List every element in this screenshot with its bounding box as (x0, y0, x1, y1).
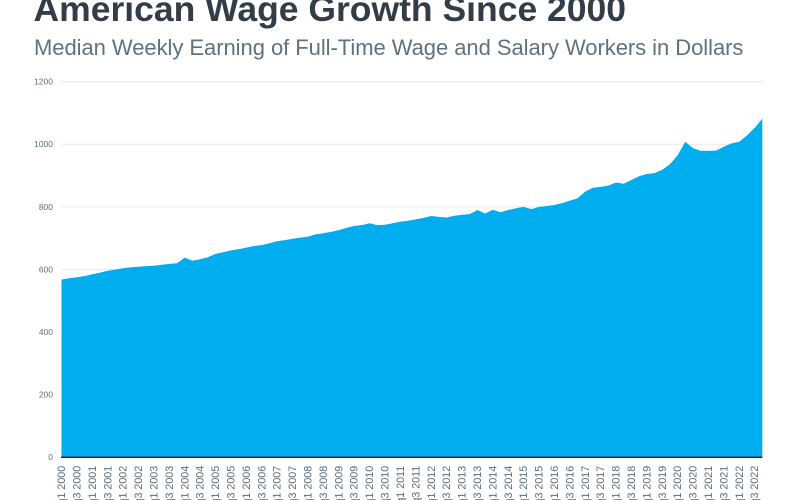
svg-text:q1 2013: q1 2013 (457, 466, 469, 500)
svg-text:q3 2019: q3 2019 (657, 466, 669, 500)
svg-text:q3 2001: q3 2001 (102, 466, 114, 500)
svg-text:1000: 1000 (34, 139, 53, 149)
svg-text:q3 2000: q3 2000 (72, 466, 84, 500)
svg-text:q3 2022: q3 2022 (749, 466, 761, 500)
svg-text:q3 2002: q3 2002 (133, 466, 145, 500)
svg-text:q3 2013: q3 2013 (472, 466, 484, 500)
svg-text:q3 2003: q3 2003 (164, 466, 176, 500)
svg-text:q3 2021: q3 2021 (718, 466, 730, 500)
svg-text:q1 2021: q1 2021 (703, 466, 715, 500)
svg-text:q1 2008: q1 2008 (303, 466, 315, 500)
svg-text:q1 2019: q1 2019 (641, 466, 653, 500)
svg-text:200: 200 (39, 390, 53, 400)
svg-text:q1 2001: q1 2001 (87, 466, 99, 500)
svg-text:q3 2018: q3 2018 (626, 466, 638, 500)
svg-text:q3 2012: q3 2012 (441, 466, 453, 500)
svg-text:q3 2017: q3 2017 (595, 466, 607, 500)
svg-text:q3 2011: q3 2011 (410, 466, 422, 500)
svg-text:q3 2014: q3 2014 (503, 466, 515, 500)
svg-text:q1 2005: q1 2005 (210, 466, 222, 500)
svg-text:q3 2009: q3 2009 (349, 466, 361, 500)
svg-text:800: 800 (39, 202, 53, 212)
svg-text:q3 2004: q3 2004 (195, 466, 207, 500)
svg-text:q1 2000: q1 2000 (56, 466, 68, 500)
svg-text:q1 2002: q1 2002 (118, 466, 130, 500)
svg-text:q1 2015: q1 2015 (518, 466, 530, 500)
svg-text:q1 2010: q1 2010 (364, 466, 376, 500)
svg-text:q1 2020: q1 2020 (672, 466, 684, 500)
svg-text:q3 2015: q3 2015 (534, 466, 546, 500)
svg-text:q1 2018: q1 2018 (611, 466, 623, 500)
svg-text:q1 2004: q1 2004 (179, 466, 191, 500)
svg-text:q1 2017: q1 2017 (580, 466, 592, 500)
svg-text:0: 0 (48, 452, 53, 462)
svg-text:q1 2011: q1 2011 (395, 466, 407, 500)
svg-text:400: 400 (39, 327, 53, 337)
svg-text:q3 2016: q3 2016 (564, 466, 576, 500)
svg-text:q1 2003: q1 2003 (149, 466, 161, 500)
svg-text:q3 2005: q3 2005 (226, 466, 238, 500)
svg-text:q1 2012: q1 2012 (426, 466, 438, 500)
svg-text:q3 2020: q3 2020 (688, 466, 700, 500)
svg-text:1200: 1200 (34, 77, 53, 87)
svg-text:q1 2009: q1 2009 (333, 466, 345, 500)
svg-text:q1 2014: q1 2014 (487, 466, 499, 500)
svg-text:q3 2010: q3 2010 (380, 466, 392, 500)
svg-text:q1 2016: q1 2016 (549, 466, 561, 500)
svg-text:q1 2022: q1 2022 (734, 466, 746, 500)
svg-text:q3 2007: q3 2007 (287, 466, 299, 500)
svg-text:600: 600 (39, 264, 53, 274)
svg-text:q1 2007: q1 2007 (272, 466, 284, 500)
svg-text:q1 2006: q1 2006 (241, 466, 253, 500)
svg-text:q3 2006: q3 2006 (256, 466, 268, 500)
svg-text:q3 2008: q3 2008 (318, 466, 330, 500)
